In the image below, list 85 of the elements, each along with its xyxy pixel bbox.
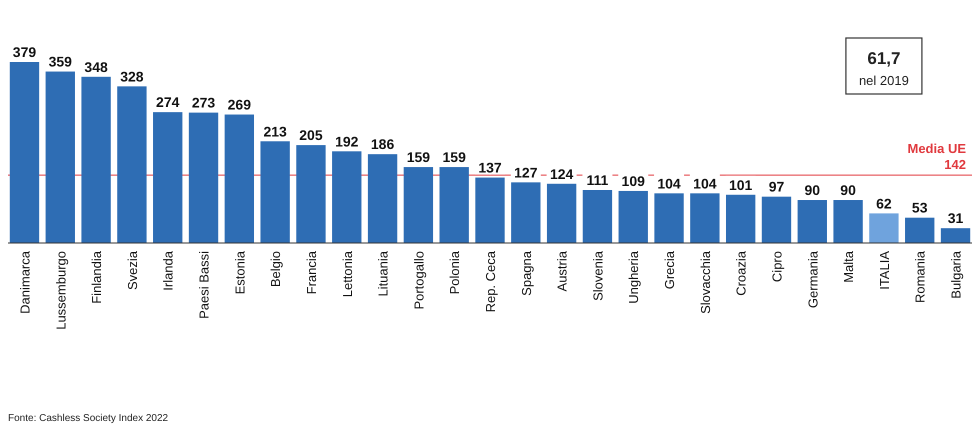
bar bbox=[726, 194, 756, 243]
bar bbox=[905, 218, 934, 243]
data-label: 328 bbox=[120, 68, 144, 84]
x-tick-label: Francia bbox=[304, 250, 319, 294]
x-tick-label: Spagna bbox=[518, 250, 534, 296]
bar bbox=[833, 200, 863, 243]
data-label: 101 bbox=[728, 176, 753, 193]
x-tick-label: Lituania bbox=[376, 250, 391, 297]
bar bbox=[332, 151, 362, 243]
data-label: 104 bbox=[657, 175, 681, 192]
x-tick-label: Cipro bbox=[769, 251, 784, 282]
bar bbox=[188, 112, 218, 243]
x-tick-label: Bulgaria bbox=[948, 250, 964, 299]
data-label: 159 bbox=[442, 149, 466, 166]
data-label: 31 bbox=[948, 210, 964, 226]
data-label: 62 bbox=[876, 195, 892, 212]
x-tick-label: Estonia bbox=[232, 250, 248, 294]
x-tick-label: Croazia bbox=[734, 250, 749, 296]
bar bbox=[475, 178, 505, 243]
bar bbox=[117, 86, 147, 243]
x-tick-label: Lussemburgo bbox=[53, 251, 68, 330]
x-tick-label: Grecia bbox=[662, 250, 678, 290]
x-tick-label: Danimarca bbox=[17, 250, 32, 314]
data-label: 213 bbox=[263, 123, 288, 140]
bar bbox=[260, 141, 290, 243]
bar bbox=[224, 114, 254, 243]
bar bbox=[511, 182, 540, 243]
x-tick-label: Lettonia bbox=[340, 250, 355, 298]
bar bbox=[81, 76, 111, 243]
x-tick-label: Malta bbox=[841, 250, 856, 283]
ref-line-label: Media UE 142 bbox=[907, 141, 966, 172]
bar bbox=[690, 193, 720, 243]
x-tick-label: Rep. Ceca bbox=[483, 250, 498, 312]
data-label: 90 bbox=[840, 182, 856, 198]
x-tick-label: Ungheria bbox=[626, 250, 642, 304]
bar bbox=[654, 193, 684, 243]
data-label: 127 bbox=[514, 164, 538, 180]
data-label: 186 bbox=[370, 136, 394, 152]
data-label: 104 bbox=[693, 175, 717, 192]
data-label: 269 bbox=[228, 96, 252, 113]
data-label: 273 bbox=[192, 94, 216, 111]
bar bbox=[546, 184, 576, 243]
x-tick-label: Romania bbox=[912, 250, 928, 304]
x-tick-label: Belgio bbox=[268, 251, 284, 288]
x-tick-label: ITALIA bbox=[876, 250, 892, 290]
data-label: 111 bbox=[586, 172, 609, 188]
bar bbox=[798, 200, 827, 243]
data-label: 109 bbox=[622, 172, 646, 189]
bar bbox=[404, 167, 434, 243]
bar bbox=[618, 190, 648, 243]
bar bbox=[582, 190, 612, 243]
x-tick-label: Austria bbox=[554, 250, 570, 292]
x-tick-label: Polonia bbox=[447, 250, 462, 294]
data-label: 379 bbox=[12, 44, 36, 60]
x-tick-label: Paesi Bassi bbox=[196, 250, 212, 319]
data-label: 53 bbox=[912, 200, 928, 216]
data-label: 137 bbox=[478, 160, 502, 176]
data-label: 90 bbox=[804, 182, 820, 198]
data-label: 348 bbox=[84, 58, 108, 75]
x-tick-label: Portogallo bbox=[411, 251, 426, 310]
bar bbox=[869, 213, 899, 243]
bar bbox=[10, 62, 40, 243]
source-note: Fonte: Cashless Society Index 2022 bbox=[8, 413, 169, 424]
x-tick-label: Germania bbox=[805, 250, 820, 308]
bar bbox=[368, 154, 398, 243]
annotation: nel 2019 bbox=[858, 73, 909, 88]
bar bbox=[940, 228, 970, 243]
bar bbox=[296, 145, 326, 243]
data-label: 359 bbox=[48, 54, 72, 70]
bar bbox=[762, 196, 792, 243]
x-tick-label: Slovacchia bbox=[698, 250, 713, 314]
bar bbox=[46, 72, 75, 243]
data-label: 97 bbox=[768, 178, 784, 195]
data-label: 192 bbox=[335, 133, 359, 150]
data-label: 124 bbox=[550, 166, 574, 182]
data-label: 274 bbox=[156, 94, 180, 110]
data-label: 205 bbox=[299, 127, 323, 144]
bar bbox=[153, 112, 182, 243]
x-tick-label: Finlandia bbox=[89, 250, 104, 304]
annotation: 61,7 bbox=[867, 49, 900, 68]
x-tick-label: Svezia bbox=[124, 250, 140, 290]
bar bbox=[440, 167, 469, 243]
data-label: 159 bbox=[406, 149, 430, 166]
x-tick-label: Irlanda bbox=[160, 250, 176, 291]
x-tick-label: Slovenia bbox=[590, 250, 606, 301]
